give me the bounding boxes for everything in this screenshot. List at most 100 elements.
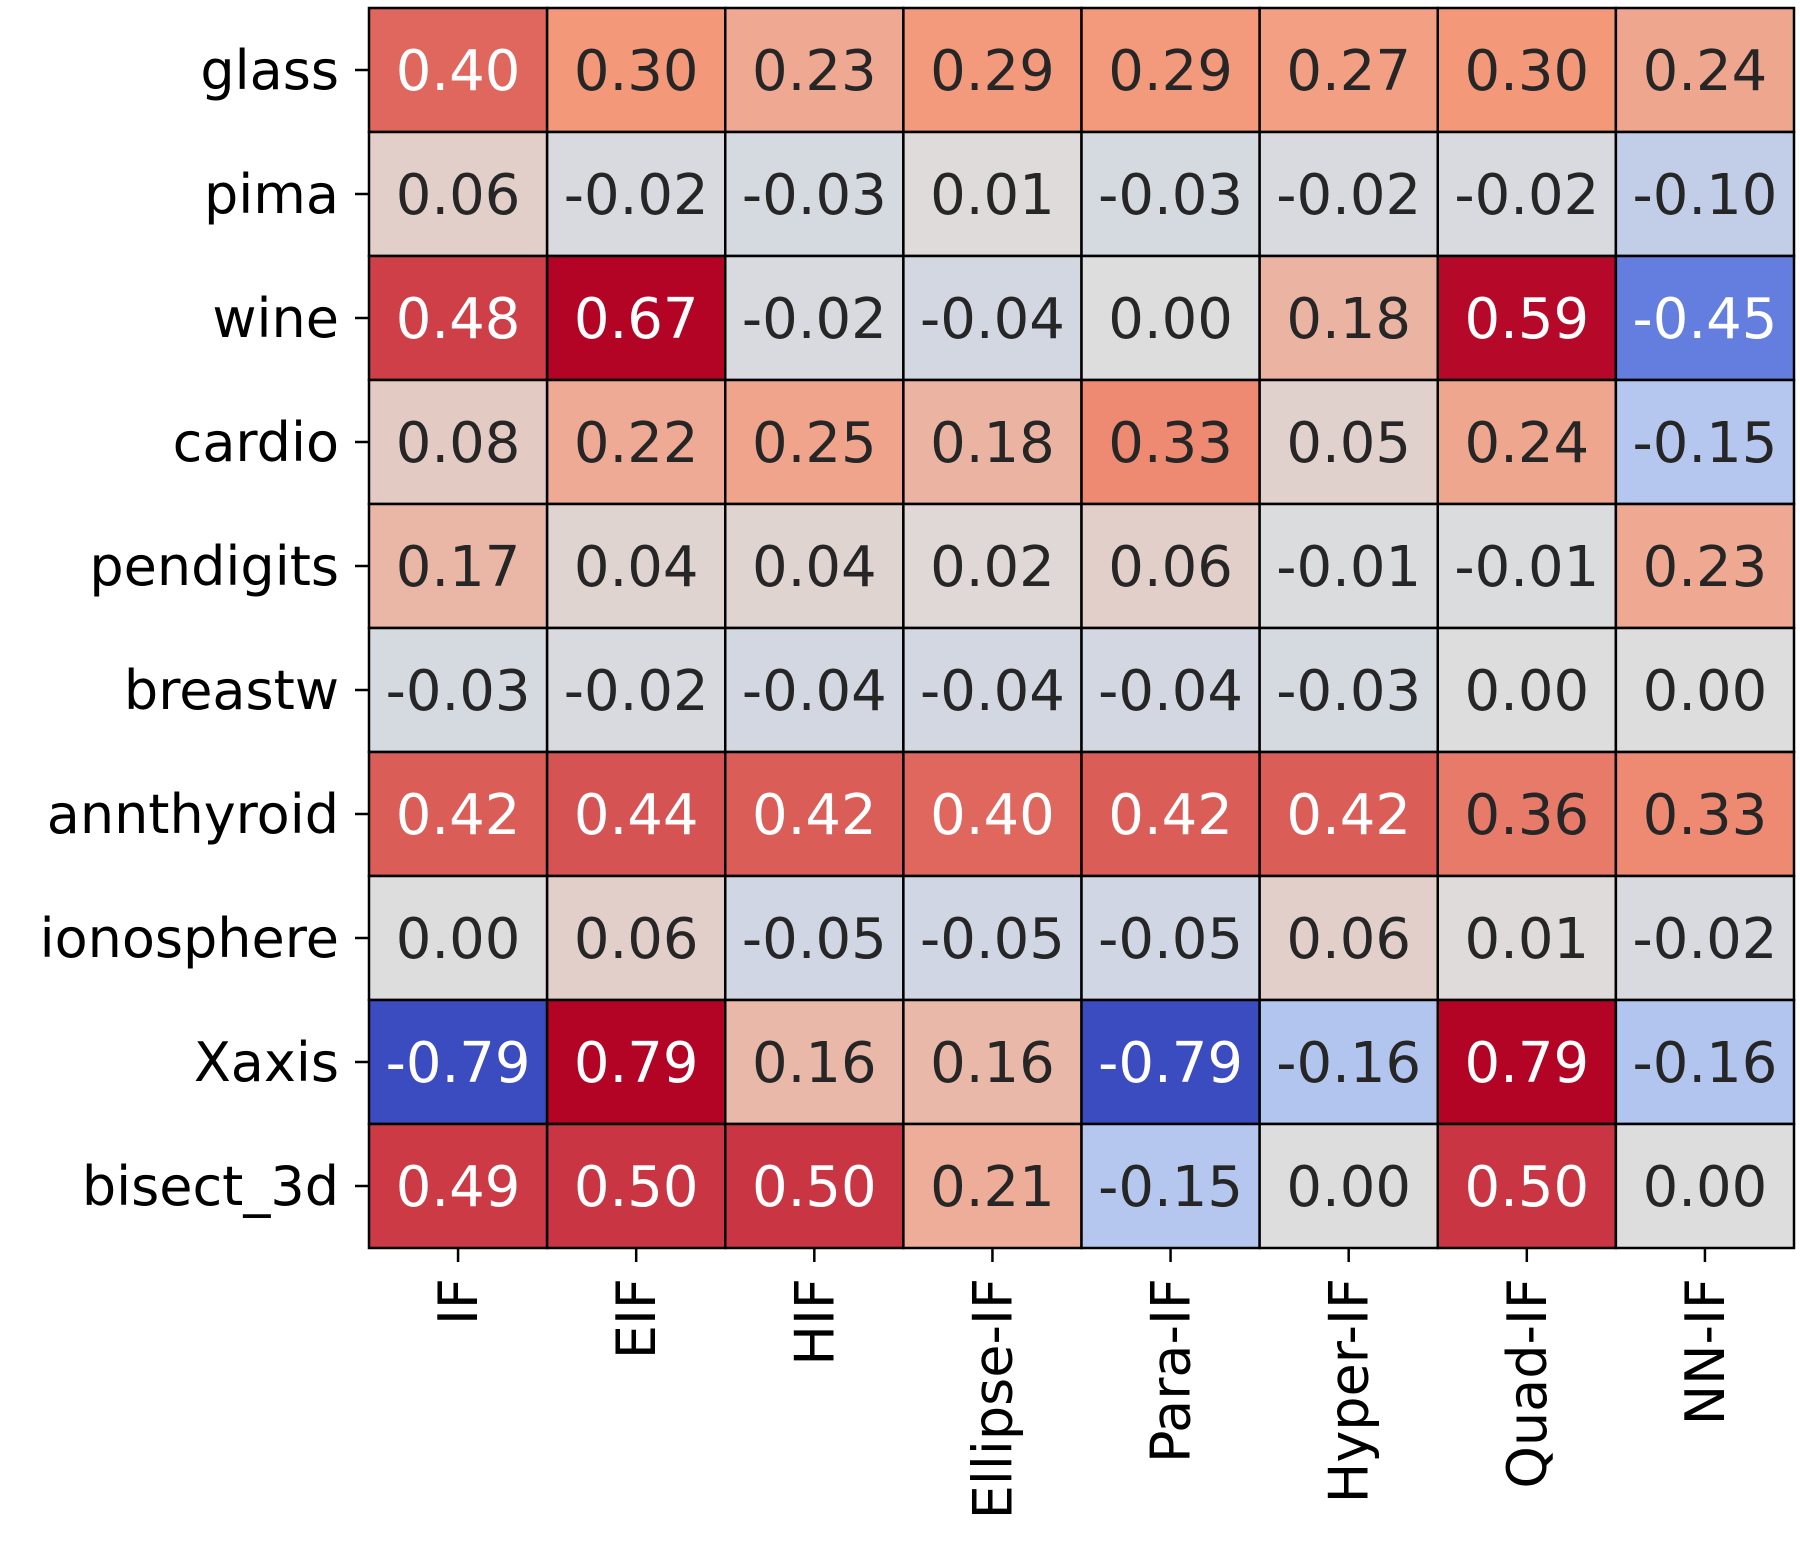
heatmap-cell <box>902 502 1083 630</box>
cell-value-label: -0.01 <box>1276 535 1421 600</box>
cell-value-label: 0.27 <box>1286 39 1411 104</box>
cell-value-label: 0.29 <box>930 39 1055 104</box>
cell-value-label: 0.16 <box>752 1031 877 1096</box>
heatmap-cell <box>1080 254 1261 382</box>
heatmap-cell <box>1614 130 1796 258</box>
heatmap-cell <box>724 254 905 382</box>
cell-value-label: 0.50 <box>574 1155 699 1220</box>
cell-value-label: 0.06 <box>1108 535 1233 600</box>
heatmap-cell <box>1258 750 1439 878</box>
y-tick-label: annthyroid <box>47 783 339 846</box>
y-tick-label: pendigits <box>89 535 339 598</box>
cell-value-label: -0.79 <box>386 1031 531 1096</box>
cell-value-label: 0.05 <box>1286 411 1411 476</box>
cell-value-label: 0.04 <box>752 535 877 600</box>
heatmap-cell <box>367 750 549 878</box>
cell-value-label: -0.04 <box>920 287 1065 352</box>
heatmap-cell <box>367 1122 549 1250</box>
cell-value-label: 0.67 <box>574 287 699 352</box>
heatmap-cell <box>1258 130 1439 258</box>
cell-value-label: 0.16 <box>930 1031 1055 1096</box>
y-tick-label: ionosphere <box>40 907 339 970</box>
heatmap-cell <box>1080 502 1261 630</box>
cell-value-label: -0.03 <box>1098 163 1243 228</box>
y-tick-label: pima <box>204 163 339 226</box>
cell-value-label: 0.59 <box>1464 287 1589 352</box>
heatmap-cell <box>1080 998 1261 1126</box>
heatmap-cell <box>1614 998 1796 1126</box>
plot-frame <box>368 7 1795 1249</box>
cell-value-label: -0.04 <box>920 659 1065 724</box>
x-tick-label: EIF <box>605 1278 668 1359</box>
heatmap-cell <box>545 750 727 878</box>
cell-value-label: 0.18 <box>1286 287 1411 352</box>
cell-value-label: -0.03 <box>386 659 531 724</box>
cell-value-label: 0.25 <box>752 411 877 476</box>
cell-value-label: 0.42 <box>752 783 877 848</box>
cell-value-label: 0.01 <box>1464 907 1589 972</box>
cell-value-label: 0.00 <box>1643 1155 1768 1220</box>
cell-value-label: -0.02 <box>564 163 709 228</box>
cell-value-label: 0.33 <box>1108 411 1233 476</box>
heatmap-cell <box>1436 626 1618 754</box>
heatmap-cell <box>902 1122 1083 1250</box>
heatmap-cell <box>1080 1122 1261 1250</box>
cell-value-label: 0.48 <box>396 287 521 352</box>
cell-value-label: -0.45 <box>1632 287 1777 352</box>
heatmap-cell <box>724 626 905 754</box>
y-tick-label: Xaxis <box>194 1031 339 1094</box>
cell-value-label: -0.01 <box>1454 535 1599 600</box>
heatmap-cell <box>1258 998 1439 1126</box>
cell-value-label: -0.05 <box>1098 907 1243 972</box>
x-tick-label: Ellipse-IF <box>961 1278 1024 1519</box>
cell-value-label: 0.02 <box>930 535 1055 600</box>
cell-value-label: 0.42 <box>396 783 521 848</box>
cell-value-label: -0.02 <box>1632 907 1777 972</box>
cell-value-label: 0.79 <box>1464 1031 1589 1096</box>
heatmap-cell <box>367 378 549 506</box>
cell-value-label: 0.30 <box>574 39 699 104</box>
cell-value-label: -0.04 <box>1098 659 1243 724</box>
cell-value-label: 0.06 <box>1286 907 1411 972</box>
cell-value-label: -0.02 <box>742 287 887 352</box>
heatmap-cell <box>1258 254 1439 382</box>
cell-value-label: 0.42 <box>1286 783 1411 848</box>
y-axis: glass pima wine cardio pendigits breastw annth… <box>40 39 369 1218</box>
heatmap-cell <box>1614 6 1796 134</box>
cell-value-label: 0.40 <box>396 39 521 104</box>
heatmap-cell <box>1436 502 1618 630</box>
cell-value-label: -0.16 <box>1276 1031 1421 1096</box>
y-tick-label: breastw <box>124 659 339 722</box>
x-axis: IF EIF HIF Ellipse-IF Para-IF Hyper-IF Quad-IF… <box>427 1248 1737 1519</box>
cell-value-label: -0.05 <box>742 907 887 972</box>
cell-value-label: -0.04 <box>742 659 887 724</box>
heatmap-cell <box>1436 750 1618 878</box>
cell-value-label: 0.06 <box>574 907 699 972</box>
heatmap-cell <box>1258 626 1439 754</box>
heatmap-cell <box>902 254 1083 382</box>
heatmap-cell <box>545 130 727 258</box>
heatmap-cell <box>902 378 1083 506</box>
heatmap-cell <box>1614 750 1796 878</box>
y-tick-label: wine <box>212 287 339 350</box>
cell-value-label: 0.49 <box>396 1155 521 1220</box>
cell-value-label: -0.79 <box>1098 1031 1243 1096</box>
cell-value-label: 0.01 <box>930 163 1055 228</box>
cell-value-label: 0.23 <box>1643 535 1768 600</box>
heatmap-cell <box>1258 6 1439 134</box>
heatmap-cell <box>1614 626 1796 754</box>
cell-value-label: 0.40 <box>930 783 1055 848</box>
cell-value-label: 0.50 <box>752 1155 877 1220</box>
cell-value-label: 0.00 <box>1464 659 1589 724</box>
heatmap-cell <box>724 378 905 506</box>
heatmap-cell <box>545 254 727 382</box>
cell-value-label: 0.24 <box>1464 411 1589 476</box>
cell-value-label: -0.02 <box>1276 163 1421 228</box>
y-tick-label: cardio <box>173 411 339 474</box>
cell-value-label: 0.24 <box>1643 39 1768 104</box>
cell-value-label: -0.03 <box>742 163 887 228</box>
heatmap-cell <box>545 626 727 754</box>
cell-value-label: 0.00 <box>1108 287 1233 352</box>
heatmap-cell <box>902 130 1083 258</box>
cell-value-label: 0.50 <box>1464 1155 1589 1220</box>
